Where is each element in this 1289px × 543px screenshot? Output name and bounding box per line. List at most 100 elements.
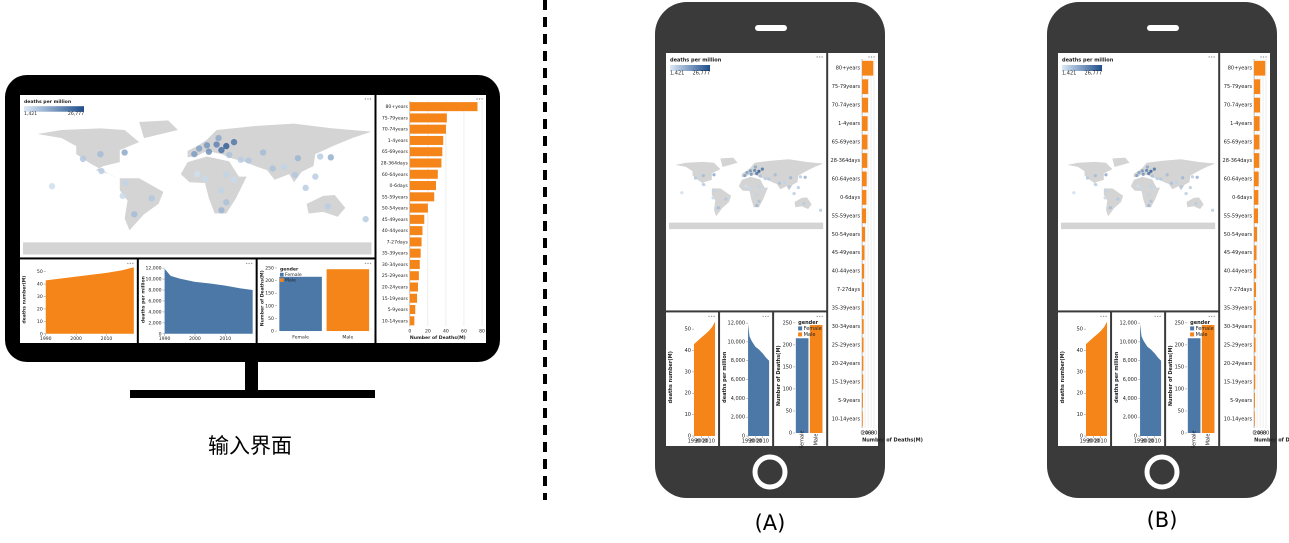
map-dot bbox=[757, 199, 761, 203]
map-dot bbox=[312, 173, 319, 180]
map-dot bbox=[327, 154, 335, 161]
y-tick-label: 25-29years bbox=[832, 342, 861, 348]
x-tick-label: 1990 bbox=[159, 336, 171, 342]
y-tick-label: 0 bbox=[1134, 434, 1137, 440]
map-dot bbox=[294, 154, 302, 162]
x-tick-label: 2000 bbox=[695, 439, 708, 445]
y-tick-label: 50 bbox=[1077, 327, 1083, 333]
map-dot bbox=[773, 173, 777, 177]
y-tick-label: 25-29years bbox=[382, 273, 409, 279]
axis-title: Number of Deaths(M) bbox=[1254, 438, 1289, 444]
y-tick-label: 55-59years bbox=[1224, 213, 1253, 219]
land bbox=[669, 222, 824, 230]
bar bbox=[1254, 337, 1256, 353]
map-dot bbox=[1149, 169, 1153, 173]
y-tick-label: 65-69years bbox=[1224, 140, 1253, 146]
y-tick-label: 40-44years bbox=[1224, 269, 1253, 275]
bar bbox=[409, 226, 423, 236]
bar bbox=[409, 203, 428, 213]
menu-dot bbox=[127, 262, 129, 265]
map-dot bbox=[1155, 176, 1159, 181]
map-dot bbox=[757, 184, 761, 188]
y-tick-label: 80+years bbox=[386, 104, 409, 110]
map-dot bbox=[755, 193, 759, 197]
y-tick-label: 0 bbox=[40, 331, 43, 337]
map-dot bbox=[1141, 172, 1145, 176]
map-dot bbox=[302, 184, 309, 191]
bar bbox=[409, 271, 419, 281]
bar bbox=[409, 259, 420, 269]
land bbox=[675, 161, 721, 190]
y-tick-label: 20-24years bbox=[832, 361, 861, 367]
map-dot bbox=[1136, 184, 1140, 188]
bar bbox=[1254, 319, 1256, 334]
map-dot bbox=[121, 149, 128, 156]
menu-dot bbox=[476, 98, 478, 100]
y-tick-label: 40-44years bbox=[832, 269, 861, 275]
y-tick-label: 70-74years bbox=[1224, 103, 1253, 109]
axis-title: deaths per million bbox=[722, 351, 728, 403]
menu-dot bbox=[1260, 56, 1262, 58]
y-tick-label: 0 bbox=[789, 431, 792, 437]
legend-max: 26,777 bbox=[1085, 71, 1103, 77]
legend-swatch bbox=[798, 332, 803, 337]
x-tick-label: 2010 bbox=[756, 439, 769, 445]
bar bbox=[1254, 245, 1257, 261]
bar bbox=[1201, 325, 1215, 433]
y-tick-label: 0 bbox=[271, 329, 274, 335]
y-tick-label: 0-6days bbox=[389, 183, 408, 189]
y-tick-label: 35-39years bbox=[382, 251, 409, 257]
menu-dot bbox=[1159, 315, 1161, 318]
bar bbox=[1254, 153, 1260, 168]
bar bbox=[1254, 134, 1260, 150]
y-tick-label: 75-79years bbox=[832, 84, 861, 90]
menu-dot bbox=[367, 262, 369, 265]
menu-dot bbox=[1210, 315, 1213, 318]
map-dot bbox=[760, 167, 764, 171]
land bbox=[738, 176, 768, 208]
y-tick-label: 8,000 bbox=[1123, 358, 1137, 364]
map-dot bbox=[201, 175, 209, 183]
menu-dot bbox=[248, 262, 250, 265]
map-dot bbox=[749, 172, 753, 176]
bar bbox=[1254, 208, 1259, 224]
land bbox=[1130, 176, 1160, 208]
y-tick-label: 7-27days bbox=[387, 239, 409, 245]
menu-dot bbox=[818, 56, 821, 58]
axis-title: deaths per million bbox=[140, 276, 146, 323]
axis-title: deaths number(M) bbox=[1060, 351, 1066, 403]
menu-dot bbox=[129, 262, 132, 265]
map-dot bbox=[1194, 201, 1198, 206]
y-tick-label: 4,000 bbox=[731, 396, 745, 402]
bar bbox=[809, 325, 823, 433]
menu-dot bbox=[481, 98, 483, 100]
map-dot bbox=[1104, 173, 1108, 177]
x-tick-label: 80 bbox=[479, 329, 485, 335]
x-tick-label: 80 bbox=[871, 431, 877, 437]
bar bbox=[1254, 60, 1266, 76]
y-tick-label: 150 bbox=[265, 291, 274, 297]
map-dot bbox=[1159, 177, 1163, 181]
legend-swatch bbox=[798, 326, 803, 331]
bar bbox=[862, 392, 863, 408]
bar bbox=[409, 113, 447, 123]
y-tick-label: 35-39years bbox=[1224, 306, 1253, 312]
y-tick-label: 65-69years bbox=[382, 149, 409, 155]
x-tick-label: 20 bbox=[425, 329, 431, 335]
map-dot bbox=[259, 149, 267, 156]
menu-dot bbox=[1102, 315, 1105, 318]
phone-speaker bbox=[1147, 25, 1179, 31]
menu-dot bbox=[1265, 56, 1267, 58]
map-dot bbox=[196, 145, 203, 152]
y-tick-label: 0 bbox=[742, 434, 745, 440]
bar bbox=[1254, 97, 1261, 113]
bar bbox=[862, 97, 869, 113]
map-dot bbox=[1175, 180, 1179, 185]
bar bbox=[409, 192, 435, 202]
map-dot bbox=[98, 167, 105, 175]
menu-dot bbox=[816, 315, 818, 318]
y-tick-label: 15-19years bbox=[382, 296, 409, 302]
x-tick-label: 20 bbox=[1254, 431, 1260, 437]
bar bbox=[862, 226, 866, 242]
y-tick-label: 75-79years bbox=[382, 115, 409, 121]
